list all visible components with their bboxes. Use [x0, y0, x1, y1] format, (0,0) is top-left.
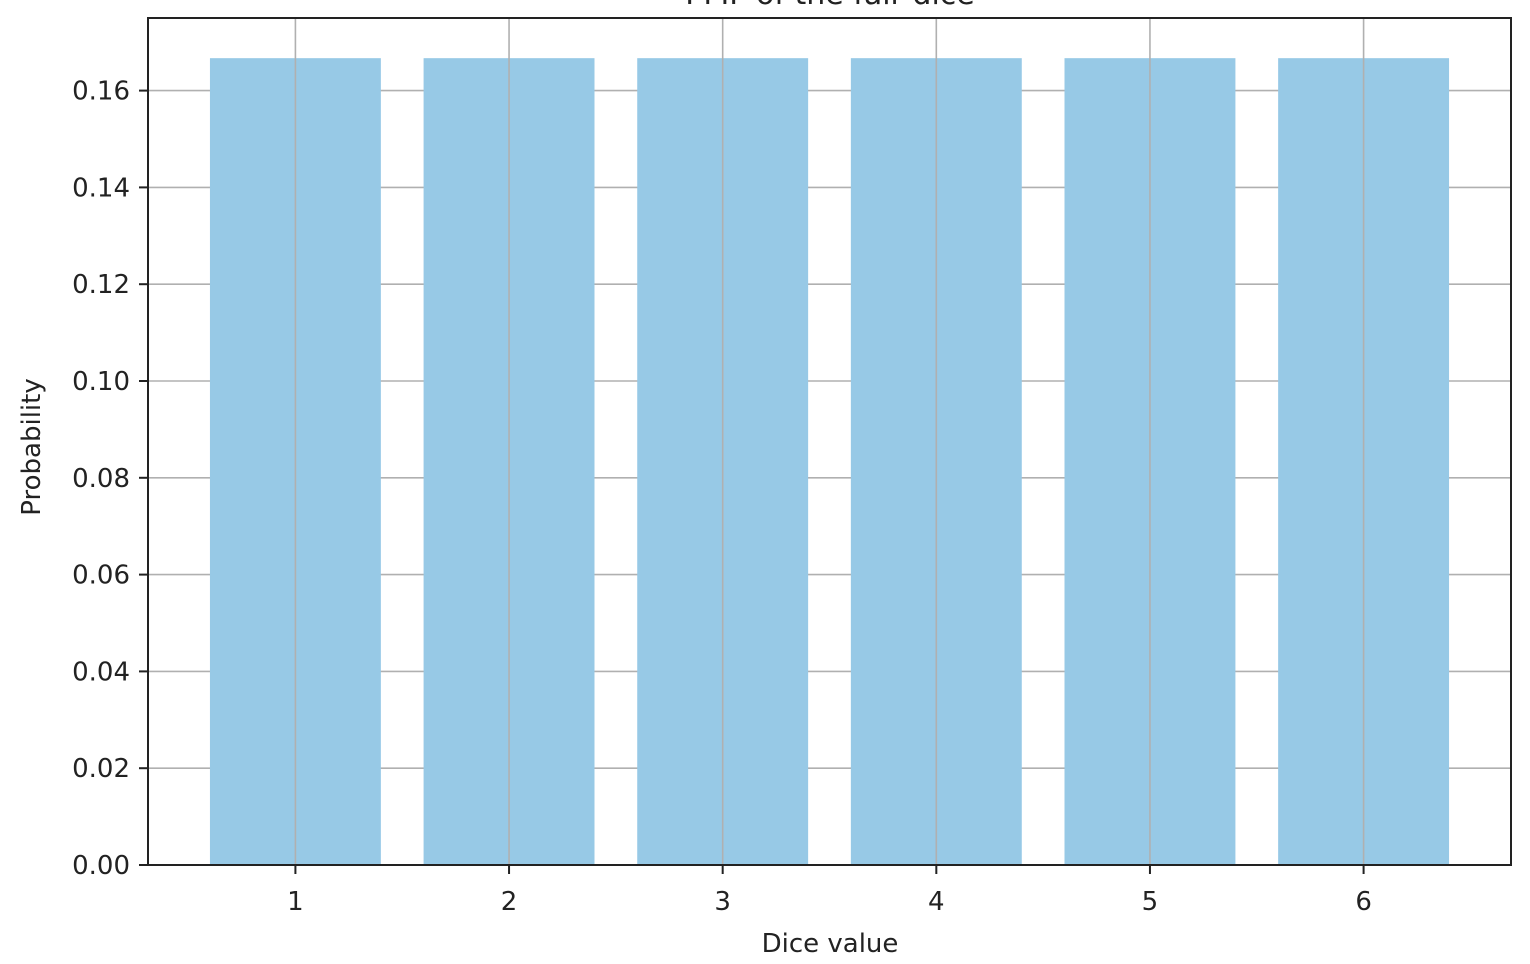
y-tick-label: 0.14 [72, 173, 130, 203]
y-tick-label: 0.08 [72, 464, 130, 494]
x-axis-ticks: 1 2 3 4 5 6 [287, 865, 1372, 917]
y-tick-label: 0.00 [72, 851, 130, 881]
y-tick-label: 0.02 [72, 754, 130, 784]
vertical-grid-lines [294, 18, 1365, 865]
x-tick-label: 3 [714, 887, 731, 917]
y-tick-label: 0.12 [72, 270, 130, 300]
x-tick-label: 6 [1355, 887, 1372, 917]
y-tick-label: 0.04 [72, 657, 130, 687]
chart-title: PMF of the fair dice [685, 0, 974, 12]
plot-frame [147, 17, 1512, 866]
y-tick-label: 0.10 [72, 367, 130, 397]
y-axis-label: Probability [17, 378, 47, 515]
x-tick-label: 1 [287, 887, 304, 917]
x-axis-label: Dice value [762, 929, 899, 959]
x-tick-label: 4 [928, 887, 945, 917]
y-tick-label: 0.16 [72, 77, 130, 107]
bars [209, 58, 1450, 866]
y-tick-label: 0.06 [72, 561, 130, 591]
y-axis-ticks: 0.00 0.02 0.04 0.06 0.08 0.10 0.12 0.14 0.16 [72, 77, 148, 881]
x-tick-label: 5 [1142, 887, 1159, 917]
x-tick-label: 2 [501, 887, 518, 917]
